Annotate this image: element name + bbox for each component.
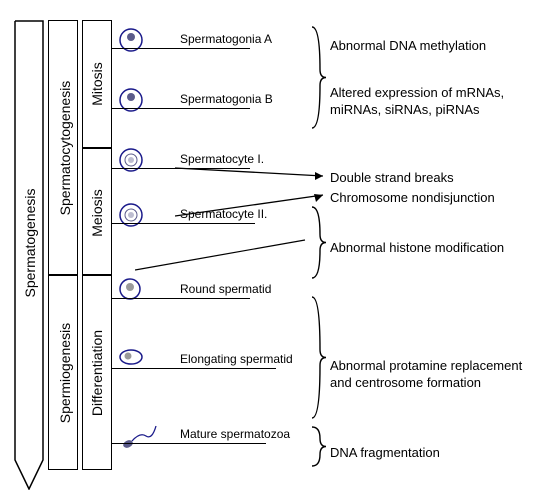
outcome-o2b: miRNAs, siRNAs, piRNAs	[330, 102, 480, 117]
stage-underline-spgA	[112, 48, 250, 49]
cell-spc1	[118, 147, 144, 178]
arrow-dsb	[175, 160, 330, 180]
outcome-o7: DNA fragmentation	[330, 445, 440, 460]
stage-underline-rsp	[112, 298, 250, 299]
cell-rsp	[118, 277, 142, 306]
outcome-o6a: Abnormal protamine replacement	[330, 358, 522, 373]
mid-label-bot: Spermiogenesis	[57, 313, 73, 433]
stage-label-rsp: Round spermatid	[180, 282, 271, 296]
outcome-o4: Chromosome nondisjunction	[330, 190, 495, 205]
outcome-o5: Abnormal histone modification	[330, 240, 504, 255]
inner-label-meiosis: Meiosis	[89, 178, 105, 248]
stage-label-spgB: Spermatogonia B	[180, 92, 273, 106]
stage-underline-mat	[112, 443, 266, 444]
slash-line	[135, 235, 310, 275]
outcome-o6b: and centrosome formation	[330, 375, 481, 390]
stage-underline-spgB	[112, 108, 250, 109]
cell-mat	[118, 422, 158, 457]
outcome-o3: Double strand breaks	[330, 170, 454, 185]
stage-label-mat: Mature spermatozoa	[180, 427, 290, 441]
arrow-nondisj	[175, 190, 330, 220]
cell-spc2	[118, 202, 144, 233]
mid-label-top: Spermatocytogenesis	[57, 68, 73, 228]
stage-underline-esp	[112, 368, 276, 369]
cell-spgB	[118, 87, 144, 118]
outer-label: Spermatogenesis	[22, 183, 38, 303]
stage-label-spgA: Spermatogonia A	[180, 32, 272, 46]
cell-spgA	[118, 27, 144, 58]
inner-label-diff: Differentiation	[89, 318, 105, 428]
stage-underline-spc2	[112, 223, 255, 224]
outcome-o1: Abnormal DNA methylation	[330, 38, 486, 53]
inner-label-mitosis: Mitosis	[89, 49, 105, 119]
outcome-o2a: Altered expression of mRNAs,	[330, 85, 504, 100]
stage-label-esp: Elongating spermatid	[180, 352, 293, 366]
